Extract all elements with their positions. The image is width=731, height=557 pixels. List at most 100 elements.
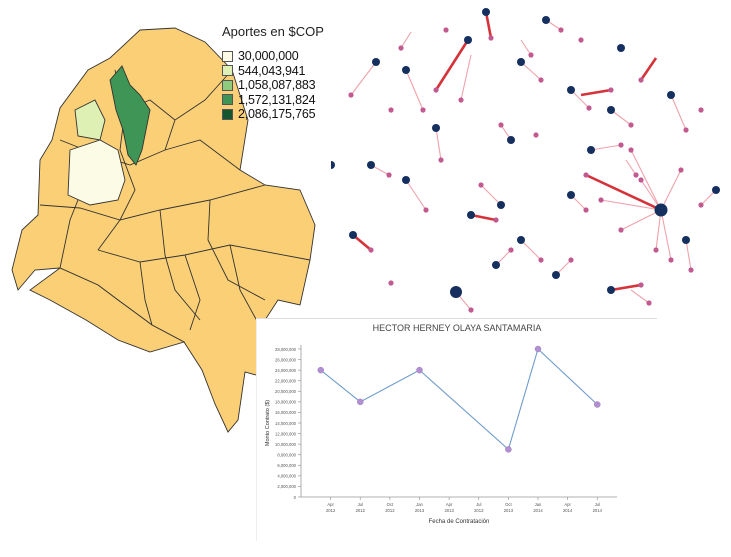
network-leaf-node[interactable] — [668, 257, 674, 263]
network-leaf-node[interactable] — [398, 45, 404, 51]
network-leaf-node[interactable] — [533, 132, 539, 138]
network-hub-node[interactable] — [492, 261, 500, 269]
network-hub-node[interactable] — [367, 161, 375, 169]
network-edge — [660, 209, 672, 261]
network-hub-node[interactable] — [402, 66, 410, 74]
y-axis-title: Monto Contrato ($) — [265, 400, 271, 446]
network-leaf-node[interactable] — [646, 300, 652, 306]
network-leaf-node[interactable] — [628, 122, 634, 128]
network-leaf-node[interactable] — [493, 217, 499, 223]
data-point[interactable] — [534, 345, 542, 353]
data-point[interactable] — [416, 366, 423, 374]
network-hub-node[interactable] — [497, 201, 505, 209]
network-hub-node[interactable] — [712, 186, 720, 194]
line-chart-panel: HECTOR HERNEY OLAYA SANTAMARIA 0 2,000,00… — [256, 318, 657, 541]
network-hub-node[interactable] — [617, 44, 625, 52]
network-leaf-node[interactable] — [568, 257, 574, 263]
network-leaf-node[interactable] — [683, 127, 689, 133]
network-leaf-node[interactable] — [443, 27, 449, 33]
network-hub-node[interactable] — [507, 136, 515, 144]
network-hub-node[interactable] — [482, 8, 490, 16]
network-leaf-node[interactable] — [458, 97, 464, 103]
x-axis-title: Fecha de Contratación — [429, 519, 490, 525]
network-leaf-node[interactable] — [388, 280, 394, 286]
network-leaf-node[interactable] — [498, 122, 504, 128]
network-leaf-node[interactable] — [368, 247, 374, 253]
network-hub-node[interactable] — [567, 86, 575, 94]
network-leaf-node[interactable] — [586, 105, 592, 111]
network-leaf-node[interactable] — [653, 247, 659, 253]
network-leaf-node[interactable] — [468, 307, 474, 313]
network-leaf-node[interactable] — [638, 282, 644, 288]
network-leaf-node[interactable] — [583, 207, 589, 213]
network-hub-node[interactable] — [654, 203, 668, 217]
network-leaf-node[interactable] — [348, 92, 354, 98]
network-leaf-node[interactable] — [638, 77, 644, 83]
network-edge — [630, 149, 662, 211]
network-hub-node[interactable] — [667, 91, 675, 99]
network-hub-node[interactable] — [682, 236, 690, 244]
network-hub-node[interactable] — [372, 58, 380, 66]
network-leaf-node[interactable] — [608, 87, 614, 93]
network-hub-node[interactable] — [567, 191, 575, 199]
network-hub-node[interactable] — [607, 106, 615, 114]
legend-item: 544,043,941 — [222, 64, 340, 79]
network-hub-node[interactable] — [450, 286, 462, 298]
data-point[interactable] — [317, 366, 324, 374]
network-leaf-node[interactable] — [558, 27, 564, 33]
network-edge — [520, 39, 532, 56]
network-leaf-node[interactable] — [698, 107, 704, 113]
x-tick-label: 2013 — [444, 508, 454, 513]
network-leaf-node[interactable] — [488, 35, 494, 41]
network-leaf-node[interactable] — [698, 202, 704, 208]
legend-swatch — [222, 65, 233, 77]
x-tick-label: Oct — [505, 502, 512, 507]
network-leaf-node[interactable] — [508, 247, 514, 253]
network-edge — [655, 209, 662, 251]
network-leaf-node[interactable] — [688, 267, 694, 273]
network-leaf-node[interactable] — [388, 107, 394, 113]
network-hub-node[interactable] — [542, 16, 550, 24]
data-point[interactable] — [505, 446, 512, 453]
network-leaf-node[interactable] — [583, 172, 589, 178]
network-hub-node[interactable] — [467, 211, 475, 219]
region-lowest-aportes[interactable] — [67, 139, 126, 206]
network-leaf-node[interactable] — [420, 107, 426, 113]
network-leaf-node[interactable] — [678, 167, 684, 173]
network-hub-node[interactable] — [517, 58, 525, 66]
network-leaf-node[interactable] — [598, 197, 604, 203]
network-hub-node[interactable] — [552, 271, 560, 279]
network-hub-node[interactable] — [327, 161, 335, 169]
network-leaf-node[interactable] — [438, 157, 444, 163]
region-south — [29, 267, 186, 353]
network-leaf-node[interactable] — [628, 147, 634, 153]
network-hub-node[interactable] — [464, 36, 472, 44]
network-leaf-node[interactable] — [423, 207, 429, 213]
network-leaf-node[interactable] — [633, 172, 639, 178]
data-point[interactable] — [357, 398, 364, 406]
region-second-lowest-aportes[interactable] — [74, 99, 106, 141]
network-hub-node[interactable] — [517, 236, 525, 244]
network-hub-node[interactable] — [402, 176, 410, 184]
network-leaf-node[interactable] — [386, 172, 392, 178]
y-tick-label: 26,000,000 — [275, 357, 297, 362]
network-hub-node[interactable] — [607, 286, 615, 294]
network-leaf-node[interactable] — [618, 227, 624, 233]
network-leaf-node[interactable] — [578, 37, 584, 43]
network-leaf-node[interactable] — [433, 87, 439, 93]
network-leaf-node[interactable] — [528, 52, 534, 58]
chart-title: HECTOR HERNEY OLAYA SANTAMARIA — [372, 323, 542, 333]
network-hub-node[interactable] — [432, 124, 440, 132]
network-leaf-node[interactable] — [618, 142, 624, 148]
network-leaf-node[interactable] — [538, 77, 544, 83]
network-leaf-node[interactable] — [538, 257, 544, 263]
network-hub-node[interactable] — [349, 231, 357, 239]
region-highest-aportes[interactable] — [109, 65, 151, 166]
network-leaf-node[interactable] — [478, 182, 484, 188]
network-edge — [580, 88, 612, 97]
network-hub-node[interactable] — [587, 146, 595, 154]
network-edge — [400, 31, 412, 49]
network-leaf-node[interactable] — [638, 177, 644, 183]
data-point[interactable] — [594, 401, 601, 408]
y-tick-label: 2,000,000 — [277, 484, 296, 489]
